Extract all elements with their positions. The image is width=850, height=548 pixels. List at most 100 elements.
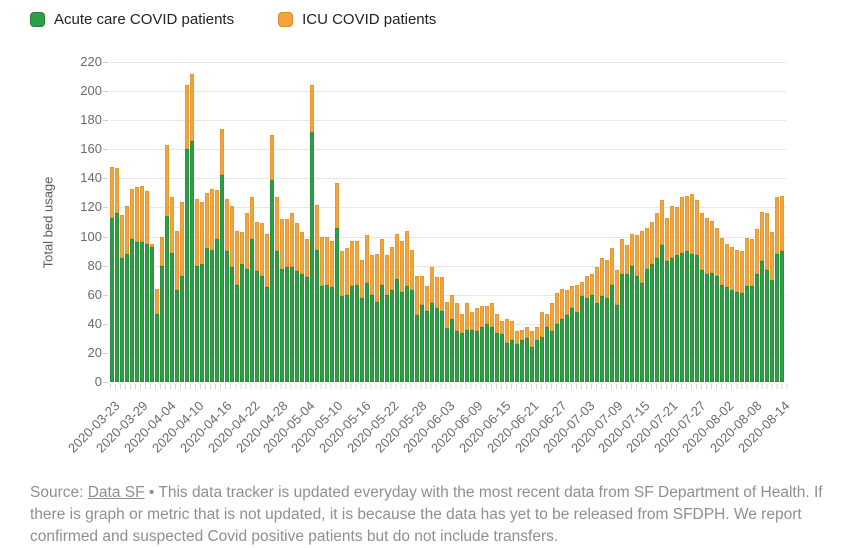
bar-segment-acute[interactable]	[460, 332, 464, 382]
bar-segment-acute[interactable]	[350, 286, 354, 382]
bar-segment-acute[interactable]	[180, 275, 184, 382]
stacked-bar[interactable]	[155, 288, 159, 382]
bar-segment-acute[interactable]	[780, 251, 784, 382]
bar-segment-acute[interactable]	[755, 274, 759, 382]
stacked-bar[interactable]	[505, 319, 509, 382]
bar-segment-acute[interactable]	[730, 290, 734, 382]
bar-segment-icu[interactable]	[180, 201, 184, 276]
stacked-bar[interactable]	[575, 284, 579, 382]
bar-segment-acute[interactable]	[235, 284, 239, 382]
bar-segment-acute[interactable]	[715, 275, 719, 382]
stacked-bar[interactable]	[630, 233, 634, 382]
bar-segment-acute[interactable]	[425, 310, 429, 382]
bar-segment-acute[interactable]	[255, 271, 259, 382]
bar-segment-icu[interactable]	[405, 230, 409, 286]
bar-segment-acute[interactable]	[710, 272, 714, 382]
bar-segment-acute[interactable]	[220, 175, 224, 382]
bar-segment-acute[interactable]	[510, 339, 514, 382]
bar-segment-icu[interactable]	[250, 197, 254, 240]
bar-segment-acute[interactable]	[585, 297, 589, 382]
stacked-bar[interactable]	[610, 248, 614, 382]
stacked-bar[interactable]	[315, 204, 319, 382]
bar-segment-icu[interactable]	[390, 246, 394, 291]
stacked-bar[interactable]	[440, 277, 444, 382]
bar-segment-icu[interactable]	[315, 204, 319, 250]
bar-segment-icu[interactable]	[735, 249, 739, 292]
stacked-bar[interactable]	[430, 267, 434, 382]
bar-segment-acute[interactable]	[285, 267, 289, 382]
bar-segment-acute[interactable]	[700, 270, 704, 382]
bar-segment-acute[interactable]	[200, 264, 204, 382]
bar-segment-icu[interactable]	[535, 326, 539, 340]
bar-segment-icu[interactable]	[415, 275, 419, 316]
bar-segment-icu[interactable]	[380, 239, 384, 285]
bar-segment-icu[interactable]	[495, 313, 499, 333]
bar-segment-icu[interactable]	[490, 303, 494, 327]
stacked-bar[interactable]	[615, 270, 619, 382]
bar-segment-acute[interactable]	[175, 290, 179, 382]
bar-segment-acute[interactable]	[525, 338, 529, 382]
bar-segment-icu[interactable]	[645, 227, 649, 269]
bar-segment-acute[interactable]	[520, 339, 524, 382]
stacked-bar[interactable]	[675, 207, 679, 382]
stacked-bar[interactable]	[460, 313, 464, 382]
stacked-bar[interactable]	[710, 220, 714, 382]
bar-segment-icu[interactable]	[620, 239, 624, 275]
bar-segment-icu[interactable]	[450, 294, 454, 320]
bar-segment-acute[interactable]	[650, 264, 654, 382]
bar-segment-icu[interactable]	[190, 73, 194, 141]
bar-segment-acute[interactable]	[300, 274, 304, 382]
stacked-bar[interactable]	[570, 286, 574, 382]
stacked-bar[interactable]	[760, 211, 764, 382]
source-link[interactable]: Data SF	[87, 483, 145, 501]
bar-segment-acute[interactable]	[660, 245, 664, 382]
bar-segment-icu[interactable]	[660, 200, 664, 246]
bar-segment-icu[interactable]	[680, 197, 684, 253]
bar-segment-icu[interactable]	[300, 232, 304, 275]
bar-segment-acute[interactable]	[555, 323, 559, 382]
bar-segment-icu[interactable]	[745, 238, 749, 286]
stacked-bar[interactable]	[165, 144, 169, 382]
stacked-bar[interactable]	[625, 245, 629, 382]
bar-segment-icu[interactable]	[185, 85, 189, 150]
stacked-bar[interactable]	[385, 255, 389, 382]
bar-segment-icu[interactable]	[545, 313, 549, 327]
bar-segment-acute[interactable]	[465, 329, 469, 382]
bar-segment-icu[interactable]	[110, 166, 114, 218]
bar-segment-acute[interactable]	[725, 287, 729, 382]
bar-segment-icu[interactable]	[520, 329, 524, 340]
stacked-bar[interactable]	[395, 233, 399, 382]
bar-segment-acute[interactable]	[325, 284, 329, 382]
bar-segment-acute[interactable]	[680, 252, 684, 382]
stacked-bar[interactable]	[620, 239, 624, 382]
bar-segment-icu[interactable]	[120, 214, 124, 259]
stacked-bar[interactable]	[700, 213, 704, 382]
bar-segment-acute[interactable]	[435, 307, 439, 382]
bar-segment-icu[interactable]	[345, 248, 349, 295]
bar-segment-acute[interactable]	[670, 258, 674, 382]
bar-segment-icu[interactable]	[175, 230, 179, 291]
bar-segment-acute[interactable]	[580, 296, 584, 382]
stacked-bar[interactable]	[775, 197, 779, 382]
bar-segment-acute[interactable]	[345, 294, 349, 382]
bar-segment-acute[interactable]	[260, 275, 264, 382]
stacked-bar[interactable]	[735, 249, 739, 382]
bar-segment-icu[interactable]	[340, 251, 344, 297]
bar-segment-acute[interactable]	[500, 334, 504, 382]
stacked-bar[interactable]	[210, 188, 214, 382]
stacked-bar[interactable]	[685, 195, 689, 382]
stacked-bar[interactable]	[245, 213, 249, 382]
bar-segment-acute[interactable]	[445, 328, 449, 382]
bar-segment-icu[interactable]	[320, 236, 324, 286]
stacked-bar[interactable]	[310, 85, 314, 382]
bar-segment-icu[interactable]	[370, 255, 374, 295]
bar-segment-acute[interactable]	[760, 261, 764, 382]
bar-segment-acute[interactable]	[275, 251, 279, 382]
legend-item-icu[interactable]: ICU COVID patients	[278, 11, 436, 28]
stacked-bar[interactable]	[475, 307, 479, 382]
bar-segment-icu[interactable]	[630, 233, 634, 266]
bar-segment-icu[interactable]	[765, 213, 769, 270]
stacked-bar[interactable]	[255, 222, 259, 382]
stacked-bar[interactable]	[300, 232, 304, 382]
bar-segment-icu[interactable]	[570, 286, 574, 308]
